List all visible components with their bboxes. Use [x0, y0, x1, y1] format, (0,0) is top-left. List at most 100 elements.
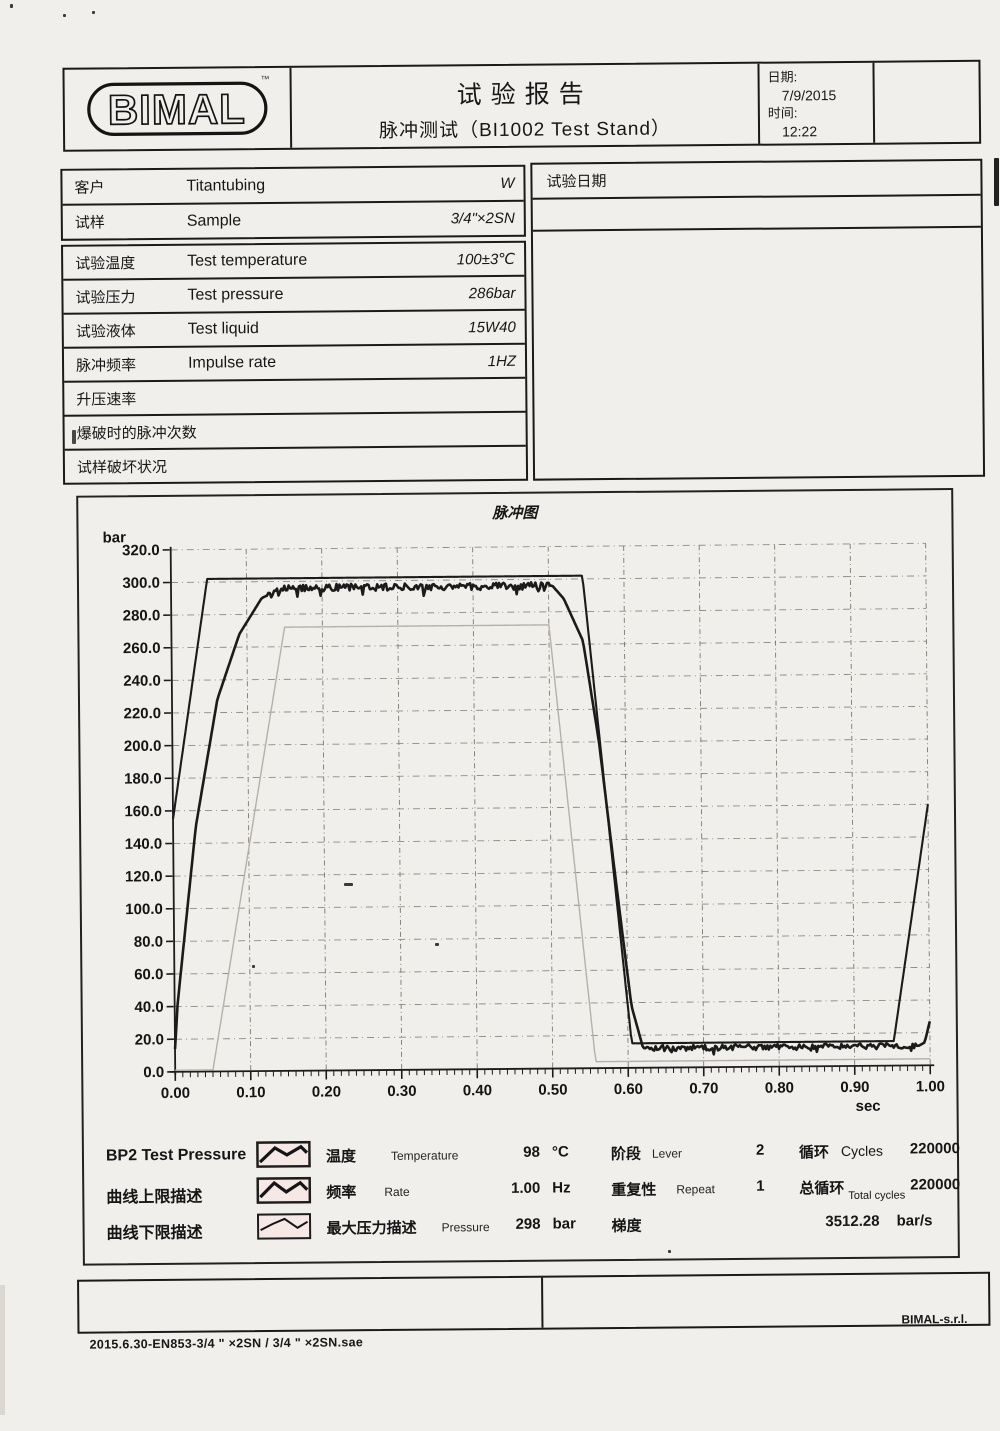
scan-speck [994, 158, 999, 206]
date-value: 7/9/2015 [781, 86, 837, 104]
date-cell: 日期: 7/9/2015 时间: 12:22 [759, 62, 876, 144]
svg-text:0.00: 0.00 [161, 1085, 190, 1102]
temperature-value: 98 [523, 1143, 541, 1161]
svg-text:220.0: 220.0 [123, 705, 161, 722]
trademark-mark: ™ [260, 73, 270, 85]
rate-value: 1.00 [510, 1179, 541, 1197]
scan-shadow [0, 1285, 5, 1415]
waveform-icon [256, 1140, 311, 1168]
table-row: 试验温度 Test temperature 100±3℃ [63, 243, 524, 279]
svg-text:20.0: 20.0 [135, 1031, 164, 1048]
repeat-label-en: Repeat [676, 1182, 716, 1197]
empty-header-cell [874, 62, 979, 143]
temperature-label-cn: 温度 [325, 1148, 357, 1166]
scan-speck [63, 14, 66, 17]
row-text: Test pressure [187, 285, 284, 304]
svg-text:60.0: 60.0 [134, 966, 163, 983]
svg-text:100.0: 100.0 [125, 901, 163, 918]
row-value [382, 463, 526, 464]
legend-row: 曲线上限描述 频率 Rate 1.00 Hz 重复性 Repeat 1 总循环 … [84, 1174, 961, 1210]
row-label-cn: 试样 [74, 214, 105, 232]
legend-series-label: 曲线上限描述 [106, 1188, 203, 1207]
repeat-label-cn: 重复性 [611, 1181, 657, 1200]
row-text: Test temperature [187, 251, 308, 270]
row-label-cn: 客户 [74, 179, 105, 197]
svg-text:sec: sec [855, 1098, 880, 1115]
table-row: 升压速率 [64, 376, 526, 415]
svg-text:260.0: 260.0 [123, 640, 161, 657]
scan-speck [668, 1250, 671, 1253]
row-text [188, 396, 381, 398]
row-label-cn: 爆破时的脉冲次数 [76, 424, 197, 443]
row-value: 15W40 [468, 318, 516, 336]
row-value [381, 395, 525, 396]
bimal-logo: BIMAL [87, 81, 268, 136]
pulse-chart: 0.0 20.0 40.0 60.0 80.0 100.0 120.0 140.0 160.0 1… [102, 529, 945, 1115]
temperature-label-en: Temperature [390, 1148, 459, 1163]
test-date-panel: 试验日期 [530, 158, 986, 481]
waveform-icon [256, 1213, 312, 1240]
svg-text:0.20: 0.20 [312, 1083, 341, 1100]
footer-cell-left [79, 1277, 544, 1332]
row-label-cn: 升压速率 [76, 390, 137, 409]
test-date-empty-row [532, 195, 981, 232]
svg-text:0.30: 0.30 [387, 1083, 416, 1100]
report-header: BIMAL ™ 试验报告 脉冲测试（BI1002 Test Stand） 日期:… [62, 59, 982, 152]
row-label-cn: 试验温度 [75, 254, 136, 273]
svg-text:0.0: 0.0 [143, 1064, 164, 1081]
file-reference-note: 2015.6.30-EN853-3/4 " ×2SN / 3/4 " ×2SN.… [89, 1335, 364, 1352]
logo-text: BIMAL [108, 85, 246, 133]
svg-text:0.60: 0.60 [614, 1081, 643, 1098]
row-text [189, 430, 382, 432]
footer-box [77, 1271, 991, 1334]
svg-text:0.10: 0.10 [236, 1084, 265, 1101]
svg-text:160.0: 160.0 [124, 803, 162, 820]
row-label-cn: 试样破坏状况 [76, 458, 168, 477]
row-value [382, 429, 526, 430]
svg-text:0.90: 0.90 [840, 1079, 869, 1096]
table-row: 试验液体 Test liquid 15W40 [63, 308, 525, 347]
test-date-header: 试验日期 [532, 160, 981, 200]
svg-text:180.0: 180.0 [124, 770, 162, 787]
stage-label-cn: 阶段 [610, 1145, 642, 1164]
svg-text:0.70: 0.70 [689, 1080, 718, 1097]
gradient-value: 3512.28 [825, 1212, 880, 1231]
gradient-label-cn: 梯度 [611, 1217, 642, 1236]
svg-text:200.0: 200.0 [124, 738, 162, 755]
logo-cell: BIMAL ™ [64, 67, 293, 150]
svg-text:80.0: 80.0 [134, 933, 163, 950]
table-row: 试验压力 Test pressure 286bar [63, 274, 525, 313]
svg-text:bar: bar [102, 529, 126, 546]
total-cycles-value: 220000 [910, 1176, 961, 1194]
table-row: 脉冲频率 Impulse rate 1HZ [63, 342, 526, 381]
svg-text:320.0: 320.0 [122, 542, 160, 559]
waveform-icon [256, 1176, 312, 1204]
row-value: 286bar [468, 284, 516, 302]
time-label: 时间: [767, 105, 798, 121]
legend-series-label: BP2 Test Pressure [105, 1146, 247, 1165]
row-text: Test liquid [187, 320, 259, 338]
max-pressure-value: 298 [515, 1215, 541, 1233]
info-table-main: 试验温度 Test temperature 100±3℃ 试验压力 Test p… [61, 240, 529, 485]
chart-section: 脉冲图 0.0 20.0 40.0 60.0 80.0 100.0 120.0 140.0 16… [76, 488, 960, 1266]
row-text [189, 464, 382, 466]
rate-label-en: Rate [384, 1184, 410, 1200]
row-text: Impulse rate [187, 353, 277, 372]
scan-speck [10, 4, 13, 8]
svg-text:300.0: 300.0 [122, 575, 160, 592]
svg-text:40.0: 40.0 [134, 999, 163, 1016]
max-pressure-label-cn: 最大压力描述 [326, 1219, 417, 1238]
row-value: W [500, 174, 515, 192]
max-pressure-unit: bar [552, 1215, 576, 1233]
legend-series-label: 曲线下限描述 [106, 1224, 203, 1243]
svg-text:280.0: 280.0 [123, 607, 161, 624]
row-value: 1HZ [487, 352, 517, 370]
svg-text:0.40: 0.40 [463, 1082, 492, 1099]
svg-text:140.0: 140.0 [125, 836, 163, 853]
svg-text:0.80: 0.80 [765, 1079, 794, 1096]
legend-row: BP2 Test Pressure 温度 Temperature 98 °C 阶… [84, 1138, 960, 1174]
repeat-value: 1 [756, 1177, 765, 1195]
row-text: Sample [186, 211, 242, 230]
